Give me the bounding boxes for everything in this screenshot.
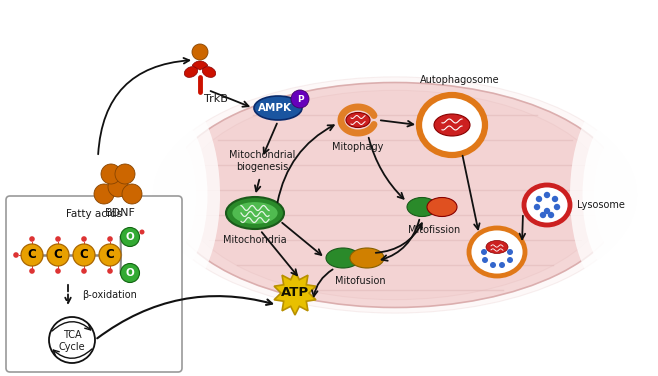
Ellipse shape xyxy=(165,82,625,308)
Ellipse shape xyxy=(469,228,525,276)
Ellipse shape xyxy=(524,185,570,225)
Circle shape xyxy=(540,212,546,218)
Circle shape xyxy=(554,204,560,210)
Circle shape xyxy=(192,44,208,60)
Text: Mitophagy: Mitophagy xyxy=(332,142,384,152)
Circle shape xyxy=(544,192,550,198)
Ellipse shape xyxy=(594,140,636,250)
Polygon shape xyxy=(274,271,316,315)
Circle shape xyxy=(108,177,128,197)
Circle shape xyxy=(55,236,61,242)
Ellipse shape xyxy=(181,90,609,300)
Ellipse shape xyxy=(153,77,636,313)
Text: C: C xyxy=(106,249,114,261)
Ellipse shape xyxy=(570,95,658,295)
Circle shape xyxy=(107,268,113,274)
Text: Mitofusion: Mitofusion xyxy=(335,276,386,286)
Text: P: P xyxy=(297,94,303,103)
Circle shape xyxy=(107,236,113,242)
Ellipse shape xyxy=(486,241,508,253)
Ellipse shape xyxy=(419,95,485,155)
Text: Mitofission: Mitofission xyxy=(408,225,460,235)
Ellipse shape xyxy=(130,95,220,295)
Circle shape xyxy=(101,164,121,184)
Text: BDNF: BDNF xyxy=(105,208,136,218)
Ellipse shape xyxy=(254,96,302,120)
Circle shape xyxy=(552,196,558,202)
Circle shape xyxy=(534,204,540,210)
Ellipse shape xyxy=(407,197,437,217)
Ellipse shape xyxy=(184,67,197,77)
Text: TrkB: TrkB xyxy=(204,94,228,104)
Ellipse shape xyxy=(582,117,647,273)
Circle shape xyxy=(536,196,542,202)
Circle shape xyxy=(49,317,95,363)
Circle shape xyxy=(481,249,487,255)
Circle shape xyxy=(490,262,496,268)
Circle shape xyxy=(94,184,114,204)
Ellipse shape xyxy=(154,140,196,250)
Text: β-oxidation: β-oxidation xyxy=(82,290,137,300)
Text: C: C xyxy=(80,249,88,261)
Ellipse shape xyxy=(232,202,278,224)
Text: Mitochondrial
biogenesis: Mitochondrial biogenesis xyxy=(229,150,295,173)
Ellipse shape xyxy=(346,112,370,127)
Ellipse shape xyxy=(434,114,470,136)
Circle shape xyxy=(21,244,43,266)
Circle shape xyxy=(99,244,121,266)
Text: TCA: TCA xyxy=(63,330,82,340)
Ellipse shape xyxy=(226,197,284,229)
Ellipse shape xyxy=(165,82,625,308)
Circle shape xyxy=(73,244,95,266)
Ellipse shape xyxy=(350,248,384,268)
Circle shape xyxy=(81,268,87,274)
Circle shape xyxy=(47,244,69,266)
Text: Fatty acids: Fatty acids xyxy=(66,209,122,219)
Circle shape xyxy=(115,164,135,184)
Circle shape xyxy=(120,227,139,247)
Circle shape xyxy=(544,208,550,214)
Text: O: O xyxy=(126,232,134,242)
Text: C: C xyxy=(28,249,36,261)
Text: O: O xyxy=(126,268,134,278)
Circle shape xyxy=(291,90,309,108)
Circle shape xyxy=(55,268,61,274)
Ellipse shape xyxy=(202,67,216,77)
Circle shape xyxy=(507,257,513,263)
Text: C: C xyxy=(53,249,63,261)
Ellipse shape xyxy=(143,117,207,273)
Circle shape xyxy=(13,252,19,258)
Circle shape xyxy=(29,236,35,242)
Wedge shape xyxy=(192,61,208,70)
Circle shape xyxy=(139,229,145,235)
Circle shape xyxy=(120,264,139,282)
Circle shape xyxy=(507,249,513,255)
Circle shape xyxy=(29,268,35,274)
Circle shape xyxy=(122,184,142,204)
Text: Cycle: Cycle xyxy=(59,342,86,352)
Ellipse shape xyxy=(427,197,457,217)
FancyBboxPatch shape xyxy=(6,196,182,372)
Circle shape xyxy=(81,236,87,242)
Circle shape xyxy=(499,262,505,268)
Circle shape xyxy=(482,257,488,263)
Text: AMPK: AMPK xyxy=(258,103,292,113)
Ellipse shape xyxy=(326,248,360,268)
Text: Autophagosome: Autophagosome xyxy=(420,75,500,85)
Text: ATP: ATP xyxy=(281,287,309,300)
Text: Lysosome: Lysosome xyxy=(577,200,625,210)
Circle shape xyxy=(548,212,554,218)
Text: Mitochondria: Mitochondria xyxy=(223,235,287,245)
